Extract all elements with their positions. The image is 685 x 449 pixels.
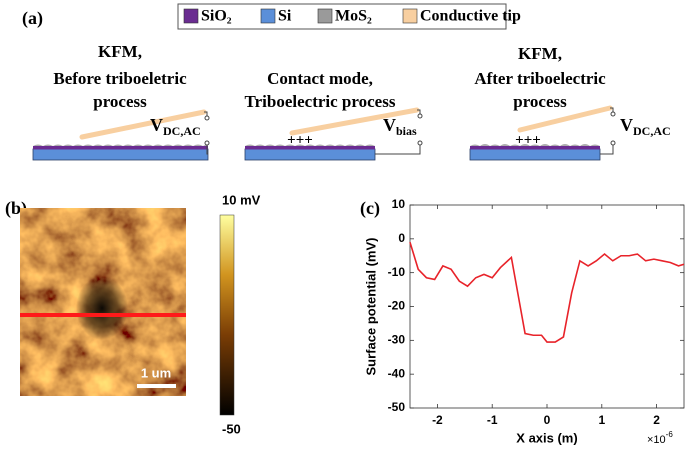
x-exponent-base: ×10: [647, 434, 666, 446]
conductive-tip: [289, 107, 420, 136]
terminal: [417, 140, 423, 146]
plot-frame: [409, 204, 685, 409]
legend-label: Conductive tip: [420, 8, 521, 25]
si-substrate: [469, 148, 601, 161]
sio2-layer: [33, 146, 208, 150]
panel-label: (a): [22, 8, 43, 29]
source-label: VDC,AC: [620, 115, 671, 138]
mos2-flake: [470, 144, 603, 146]
legend-box: [177, 3, 507, 30]
terminal: [204, 115, 210, 121]
scale-bar-label: 1 um: [141, 365, 171, 380]
y-tick-label: -40: [388, 366, 406, 380]
sio2-layer: [470, 146, 600, 150]
legend-label: MoS₂: [335, 8, 372, 25]
si-substrate: [244, 148, 376, 161]
source-main: V: [383, 115, 396, 135]
diagram-title: KFM,: [98, 42, 142, 61]
conductive-tip: [79, 109, 207, 140]
x-tick-label: -2: [432, 413, 443, 427]
diagram-title: Triboelectric process: [245, 92, 396, 111]
terminal: [610, 111, 616, 117]
circuit-wire: [600, 145, 614, 155]
mos2-flake: [33, 144, 208, 146]
source-main: V: [150, 115, 163, 135]
legend-swatch: [183, 8, 199, 24]
mos2-flake: [245, 144, 378, 146]
si-substrate: [32, 148, 209, 161]
x-tick-label: 0: [544, 413, 551, 427]
legend-swatch: [260, 8, 276, 24]
diagram-title: After triboelectric: [474, 69, 606, 88]
x-tick-label: -1: [487, 413, 498, 427]
legend-label: Si: [278, 8, 292, 25]
sio2-layer: [245, 146, 375, 150]
legend-swatch: [317, 8, 333, 24]
charges: +++: [287, 132, 313, 148]
y-tick-label: -10: [388, 265, 406, 279]
diagram-title: Contact mode,: [267, 69, 373, 88]
afm-pit: [76, 276, 128, 340]
colorbar-max: 10 mV: [222, 192, 261, 207]
conductive-tip: [517, 105, 613, 133]
charges: +++: [515, 132, 541, 148]
legend-swatch: [402, 8, 418, 24]
terminal: [204, 140, 210, 146]
x-axis-label: X axis (m): [516, 430, 577, 445]
circuit-wire: [417, 109, 421, 114]
source-sub: bias: [396, 124, 417, 138]
panel-label: (c): [360, 198, 380, 219]
circuit-wire: [206, 145, 208, 155]
colorbar: [219, 214, 235, 416]
x-tick-label: 1: [598, 413, 605, 427]
circuit-wire: [204, 111, 208, 116]
source-label: Vbias: [383, 115, 417, 138]
diagram-title: process: [513, 92, 567, 111]
y-tick-label: -50: [388, 400, 406, 414]
y-axis-label: Surface potential (mV): [363, 238, 378, 376]
x-exponent-power: -6: [666, 430, 674, 439]
diagram-title: KFM,: [518, 44, 562, 63]
terminal: [417, 113, 423, 119]
data-line: [409, 241, 685, 343]
y-tick-label: -20: [388, 299, 406, 313]
diagram-title: Before triboeletric: [53, 69, 187, 88]
source-main: V: [620, 115, 633, 135]
x-exponent: ×10-6: [647, 430, 673, 446]
colorbar-min: -50: [222, 421, 241, 436]
y-tick-label: 10: [392, 197, 406, 211]
source-sub: DC,AC: [633, 124, 671, 138]
circuit-wire: [375, 145, 421, 155]
source-sub: DC,AC: [163, 124, 201, 138]
source-label: VDC,AC: [150, 115, 201, 138]
y-tick-label: 0: [398, 231, 405, 245]
terminal: [610, 140, 616, 146]
circuit-wire: [610, 107, 614, 112]
y-tick-label: -30: [388, 333, 406, 347]
legend-label: SiO₂: [201, 8, 232, 25]
diagram-title: process: [93, 92, 147, 111]
x-tick-label: 2: [653, 413, 660, 427]
